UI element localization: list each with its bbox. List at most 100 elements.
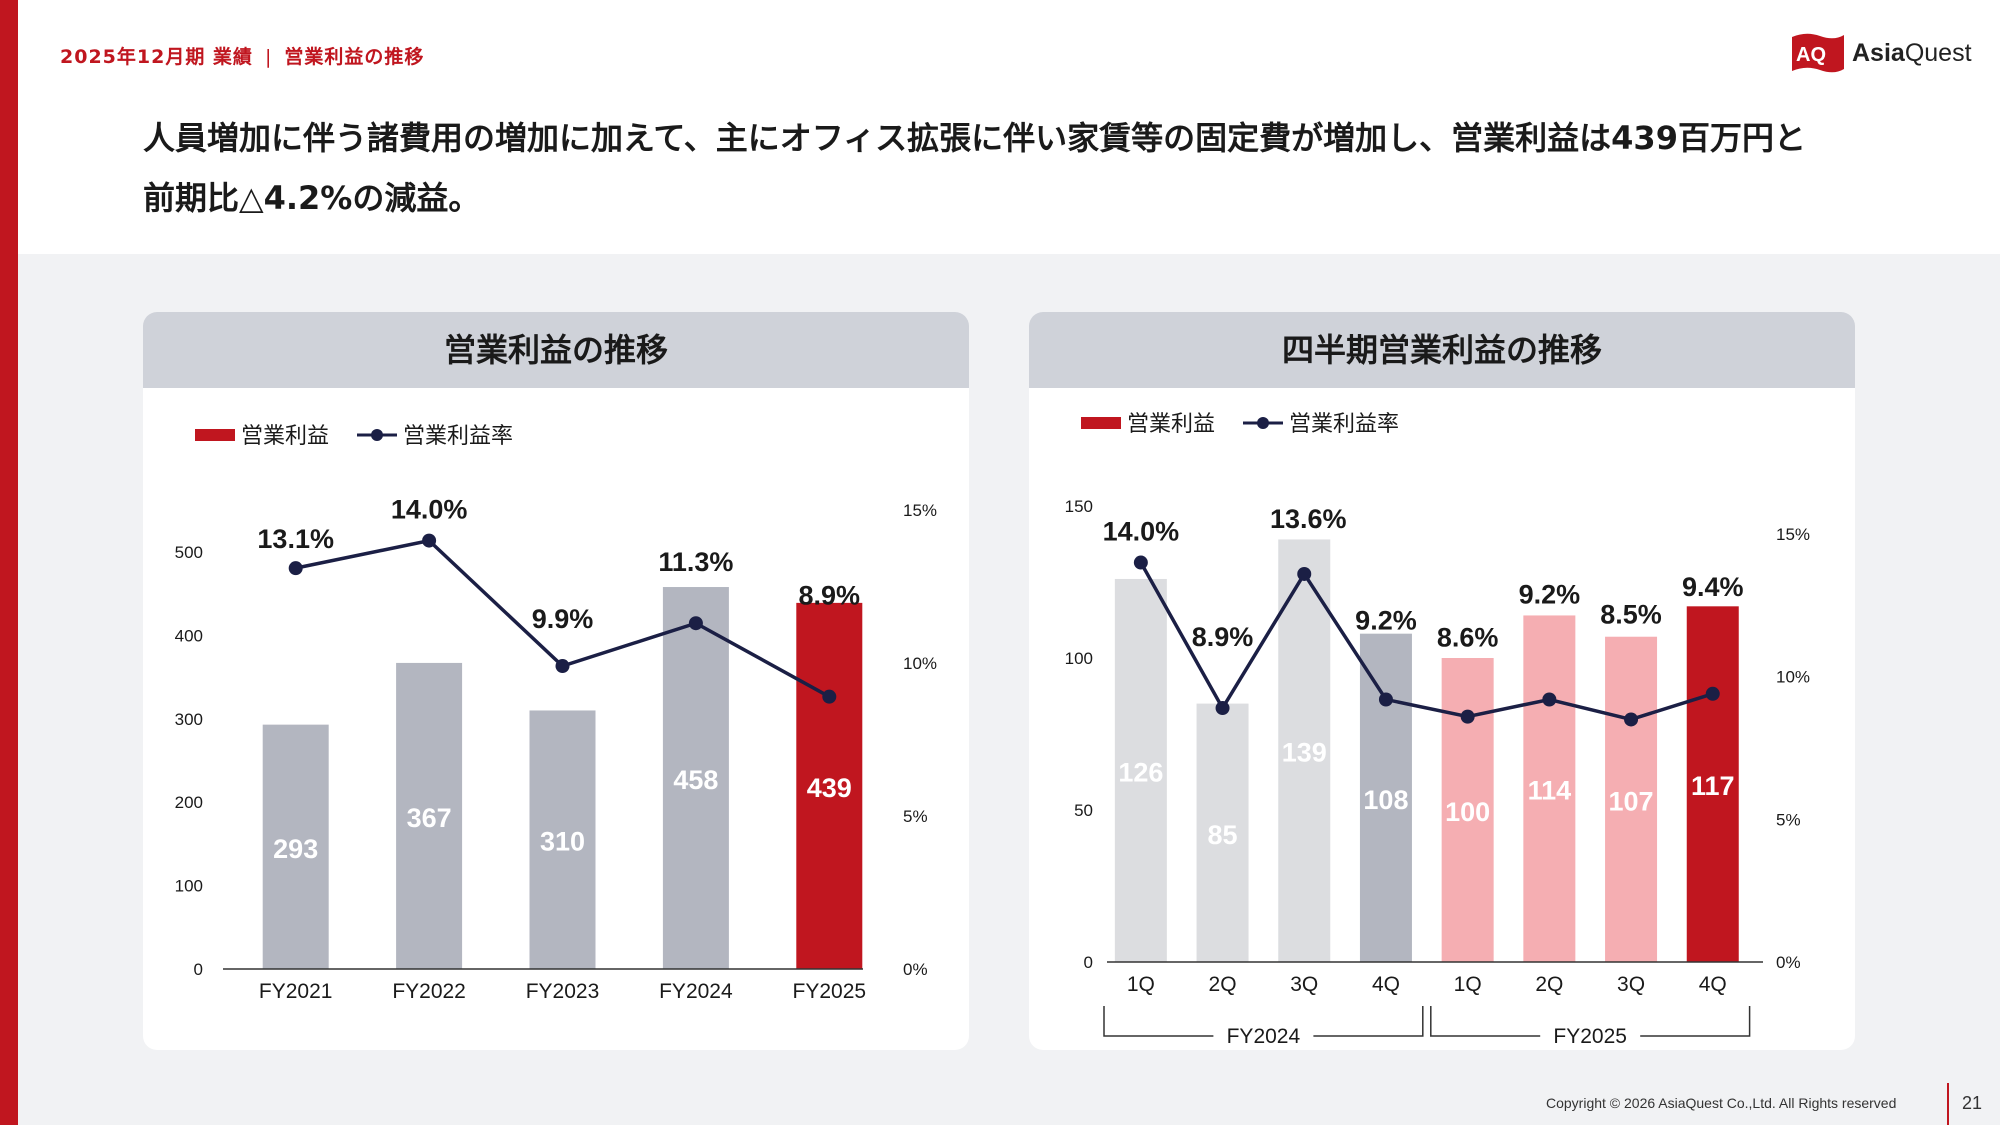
margin-point — [1542, 692, 1557, 707]
y-left-tick-label: 0 — [1084, 953, 1093, 972]
bar — [396, 662, 463, 969]
y-right-tick-label: 0% — [903, 960, 928, 979]
x-tick-label: FY2023 — [526, 980, 600, 1003]
x-tick-label: FY2025 — [793, 980, 867, 1003]
group-label: FY2024 — [1227, 1025, 1301, 1048]
group-bracket — [1430, 1006, 1751, 1037]
margin-point — [1215, 701, 1230, 716]
headline: 人員増加に伴う諸費用の増加に加えて、主にオフィス拡張に伴い家賃等の固定費が増加し… — [143, 108, 1903, 228]
bar — [1114, 578, 1167, 962]
annual-chart: 営業利益 営業利益率 0 100 200 300 400 500 0% 5% 10% 15% 293 36… — [175, 424, 937, 1003]
header-band — [0, 0, 2000, 254]
y-left-tick-label: 100 — [175, 877, 203, 896]
bar-value-label: 458 — [673, 765, 718, 795]
bar-value-label: 367 — [407, 803, 452, 833]
margin-point — [422, 533, 437, 548]
margin-label: 11.3% — [658, 547, 733, 577]
margin-point — [1705, 686, 1720, 701]
margin-label: 14.0% — [391, 495, 468, 525]
x-tick-label: 2Q — [1535, 973, 1563, 996]
bar — [262, 724, 329, 969]
legend-line-label: 営業利益率 — [403, 424, 513, 449]
legend-bar-label: 営業利益 — [241, 424, 329, 449]
margin-point — [1624, 712, 1639, 727]
bar — [1523, 615, 1576, 962]
margin-label: 14.0% — [1103, 517, 1180, 547]
bar — [1605, 636, 1658, 962]
group-label: FY2025 — [1553, 1025, 1627, 1048]
logo-word-asia: Asia — [1852, 38, 1905, 67]
margin-point — [1460, 709, 1475, 724]
annual-chart-title: 営業利益の推移 — [143, 312, 969, 388]
logo-mark: AQ — [1796, 44, 1826, 66]
copyright: Copyright © 2026 AsiaQuest Co.,Ltd. All … — [1546, 1095, 1897, 1111]
margin-label: 9.9% — [532, 604, 594, 634]
x-tick-label: 4Q — [1372, 973, 1400, 996]
bar — [529, 710, 596, 969]
bar — [1359, 633, 1412, 962]
margin-label: 13.6% — [1270, 504, 1347, 534]
margin-point — [288, 561, 303, 576]
bar-value-label: 439 — [807, 773, 852, 803]
breadcrumb-separator: | — [264, 46, 273, 68]
bar-value-label: 100 — [1445, 797, 1490, 827]
y-left-tick-label: 150 — [1065, 497, 1093, 516]
y-left-tick-label: 200 — [175, 793, 203, 812]
margin-label: 13.1% — [257, 524, 334, 554]
y-left-tick-label: 300 — [175, 710, 203, 729]
bar-value-label: 114 — [1528, 776, 1572, 806]
margin-point — [822, 689, 837, 704]
bar-value-label: 117 — [1691, 771, 1735, 801]
margin-label: 9.2% — [1519, 579, 1581, 609]
legend-line-marker — [1257, 417, 1269, 429]
y-right-tick-label: 15% — [903, 501, 937, 520]
y-right-tick-label: 10% — [903, 654, 937, 673]
bar-value-label: 139 — [1282, 738, 1327, 768]
legend-line-marker — [371, 429, 383, 441]
margin-label: 8.5% — [1600, 599, 1662, 629]
legend-bar-label: 営業利益 — [1127, 412, 1215, 437]
margin-label: 8.9% — [799, 581, 861, 611]
y-left-tick-label: 0 — [194, 960, 203, 979]
headline-line-2: 前期比△4.2%の減益。 — [143, 179, 481, 217]
margin-label: 8.9% — [1192, 622, 1254, 652]
y-left-tick-label: 50 — [1074, 801, 1093, 820]
bar — [1196, 703, 1249, 962]
logo-word-quest: Quest — [1904, 38, 1972, 67]
margin-label: 9.4% — [1682, 572, 1744, 602]
y-right-tick-label: 5% — [1776, 810, 1801, 829]
y-left-tick-label: 400 — [175, 626, 203, 645]
y-right-tick-label: 10% — [1776, 668, 1810, 687]
x-tick-label: FY2022 — [392, 980, 466, 1003]
margin-point — [1133, 555, 1148, 570]
bar — [1278, 539, 1331, 962]
bar-value-label: 85 — [1208, 820, 1238, 850]
x-tick-label: 4Q — [1699, 973, 1727, 996]
company-logo: AQ AsiaQuest — [1790, 30, 1972, 76]
y-left-tick-label: 500 — [175, 543, 203, 562]
x-tick-label: 1Q — [1454, 973, 1482, 996]
legend-line-label: 営業利益率 — [1289, 412, 1399, 437]
bar-value-label: 107 — [1609, 786, 1654, 816]
breadcrumb-section: 2025年12月期 業績 — [60, 46, 253, 68]
margin-point — [1297, 566, 1312, 581]
y-left-tick-label: 100 — [1065, 649, 1093, 668]
breadcrumb: 2025年12月期 業績 | 営業利益の推移 — [60, 42, 424, 69]
x-tick-label: 1Q — [1127, 973, 1155, 996]
annual-chart-panel: 営業利益の推移 営業利益 営業利益率 0 100 200 300 400 500 0% 5% 10%… — [143, 312, 969, 1050]
margin-label: 8.6% — [1437, 623, 1499, 653]
bar — [796, 602, 863, 969]
y-right-tick-label: 0% — [1776, 953, 1801, 972]
margin-label: 9.2% — [1355, 605, 1417, 635]
accent-bar — [0, 0, 18, 1125]
bar-value-label: 126 — [1118, 757, 1163, 787]
y-right-tick-label: 5% — [903, 807, 928, 826]
quarterly-chart-panel: 四半期営業利益の推移 営業利益 営業利益率 0 50 100 150 0% 5% 10% 15% 1… — [1029, 312, 1855, 1050]
headline-line-1: 人員増加に伴う諸費用の増加に加えて、主にオフィス拡張に伴い家賃等の固定費が増加し… — [143, 119, 1806, 157]
footer-divider — [1947, 1083, 1949, 1125]
margin-point — [688, 616, 703, 631]
x-tick-label: 3Q — [1617, 973, 1645, 996]
margin-line — [1139, 561, 1714, 722]
margin-point — [555, 659, 570, 674]
logo-wordmark: AsiaQuest — [1852, 39, 1972, 68]
